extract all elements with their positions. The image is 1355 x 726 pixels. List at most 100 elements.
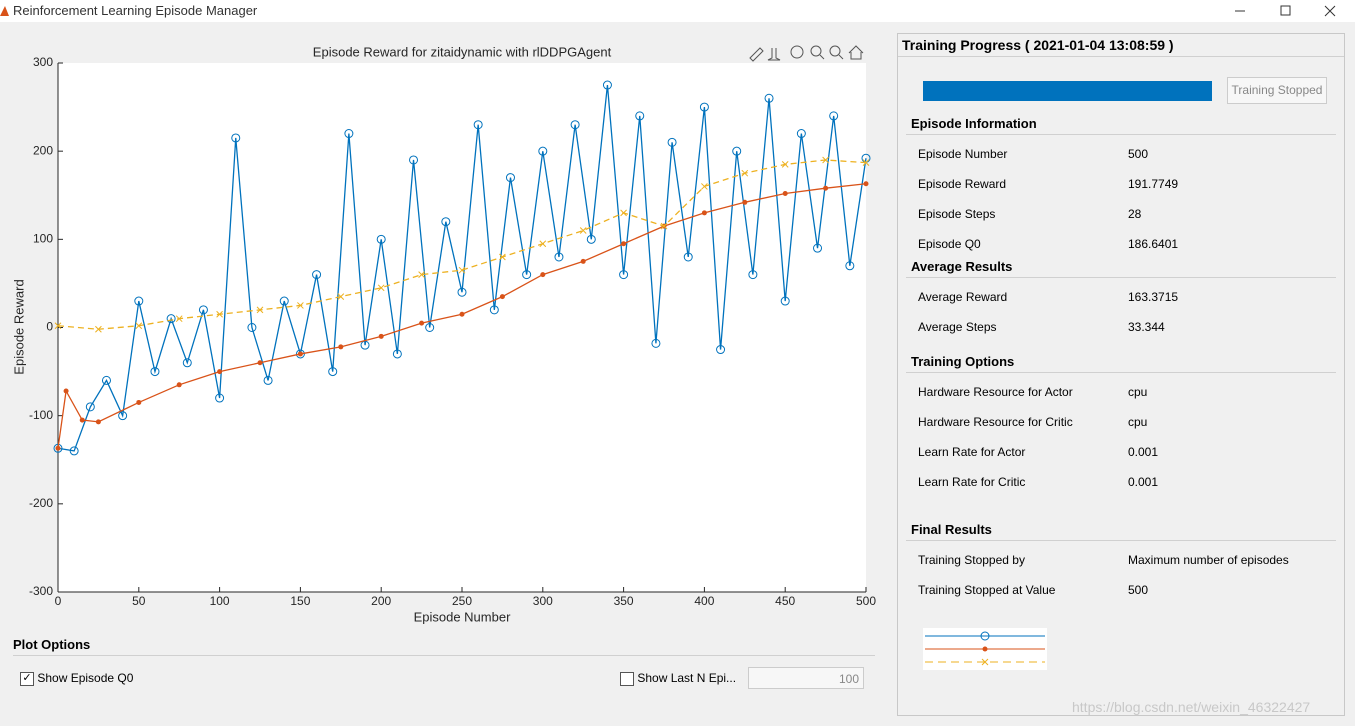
info-key: Hardware Resource for Critic [918, 415, 1073, 429]
show-last-n-checkbox[interactable]: Show Last N Epi... [620, 671, 736, 686]
y-tick-label: 0 [46, 320, 53, 334]
point [134, 296, 144, 306]
training-panel: Training Progress ( 2021-01-04 13:08:59 … [897, 33, 1345, 716]
point [796, 129, 806, 139]
info-row: Episode Q0 186.6401 [918, 229, 1336, 257]
point [378, 333, 384, 339]
point [459, 311, 465, 317]
plot-options-heading: Plot Options [13, 637, 875, 656]
point [570, 120, 580, 130]
point [742, 199, 748, 205]
plot-area [58, 63, 866, 592]
info-row: Average Reward 163.3715 [918, 282, 1336, 312]
point [297, 302, 304, 309]
y-tick-label: 200 [33, 143, 53, 157]
point [505, 173, 515, 183]
info-row: Learn Rate for Actor 0.001 [918, 437, 1336, 467]
x-axis-label: Episode Number [414, 609, 511, 624]
y-tick-label: -300 [29, 584, 53, 598]
point [297, 351, 303, 357]
x-tick-label: 450 [775, 594, 795, 608]
info-key: Training Stopped by [918, 553, 1025, 567]
point [257, 360, 263, 366]
point [328, 367, 338, 377]
info-value: 500 [1128, 147, 1149, 161]
point [256, 306, 264, 314]
point [741, 169, 749, 177]
point [580, 258, 586, 264]
point [175, 315, 183, 323]
point [69, 446, 79, 456]
point [538, 146, 548, 156]
point [862, 159, 870, 166]
point [295, 349, 305, 359]
last-n-input[interactable]: 100 [748, 667, 864, 689]
point [586, 234, 596, 244]
point [522, 270, 532, 280]
point [85, 402, 95, 412]
info-row: Learn Rate for Critic 0.001 [918, 467, 1336, 497]
point [620, 209, 627, 217]
point [95, 325, 102, 333]
point [101, 375, 111, 385]
point [166, 314, 176, 324]
point [216, 310, 223, 318]
section-heading: Final Results [906, 520, 1336, 541]
point [813, 243, 823, 253]
info-value: 191.7749 [1128, 177, 1179, 191]
point [215, 393, 225, 403]
point [540, 272, 546, 278]
point [619, 270, 629, 280]
info-row: Episode Number 500 [918, 139, 1336, 169]
window-controls[interactable] [1225, 0, 1355, 22]
point [231, 133, 241, 143]
info-key: Maximum Number of Episodes [918, 497, 1082, 507]
show-q0-checkbox[interactable]: ✓ Show Episode Q0 [20, 671, 133, 686]
info-row: Episode Reward 191.7749 [918, 169, 1336, 199]
point [764, 93, 774, 103]
series-line [57, 84, 867, 452]
info-value: 0.001 [1128, 475, 1159, 489]
section-heading: Training Options [906, 352, 1336, 373]
info-value: 28 [1128, 207, 1142, 221]
info-key: Episode Number [918, 147, 1008, 161]
point [425, 323, 435, 332]
point [263, 375, 273, 385]
point [829, 111, 839, 121]
show-q0-label: Show Episode Q0 [37, 671, 134, 685]
x-tick-label: 200 [371, 594, 391, 608]
chart-title: Episode Reward for zitaidynamic with rlD… [313, 44, 612, 59]
info-row: Training Stopped by Maximum number of epi… [918, 545, 1336, 575]
show-last-n-label: Show Last N Epi... [637, 671, 737, 685]
status-button[interactable]: Training Stopped [1227, 77, 1327, 104]
toolbar[interactable] [749, 45, 864, 62]
panel-section: Training Options Hardware Resource for Ac… [906, 352, 1336, 507]
section-heading: Episode Information [906, 114, 1336, 135]
y-tick-label: -200 [29, 496, 53, 510]
panel-section: Episode Information Episode Number 500 Epis… [906, 114, 1336, 257]
point [338, 344, 344, 350]
point [135, 322, 143, 330]
point [651, 338, 661, 348]
point [377, 284, 385, 292]
point [699, 102, 709, 112]
x-tick-label: 350 [614, 594, 634, 608]
info-row: Hardware Resource for Actor cpu [918, 377, 1336, 407]
x-tick-label: 150 [290, 594, 310, 608]
point [579, 227, 587, 234]
point [683, 252, 693, 262]
point [473, 120, 483, 130]
info-value: cpu [1128, 385, 1148, 399]
point [217, 369, 223, 375]
section-heading: Average Results [906, 257, 1336, 278]
point [337, 293, 345, 300]
info-value: Maximum number of episodes [1128, 553, 1289, 567]
x-tick-label: 50 [132, 594, 146, 608]
point [667, 137, 677, 147]
info-value: 500 [1128, 497, 1148, 507]
point [782, 190, 788, 196]
point [822, 156, 829, 164]
point [780, 296, 790, 306]
info-row: Training Stopped at Value 500 [918, 575, 1336, 605]
